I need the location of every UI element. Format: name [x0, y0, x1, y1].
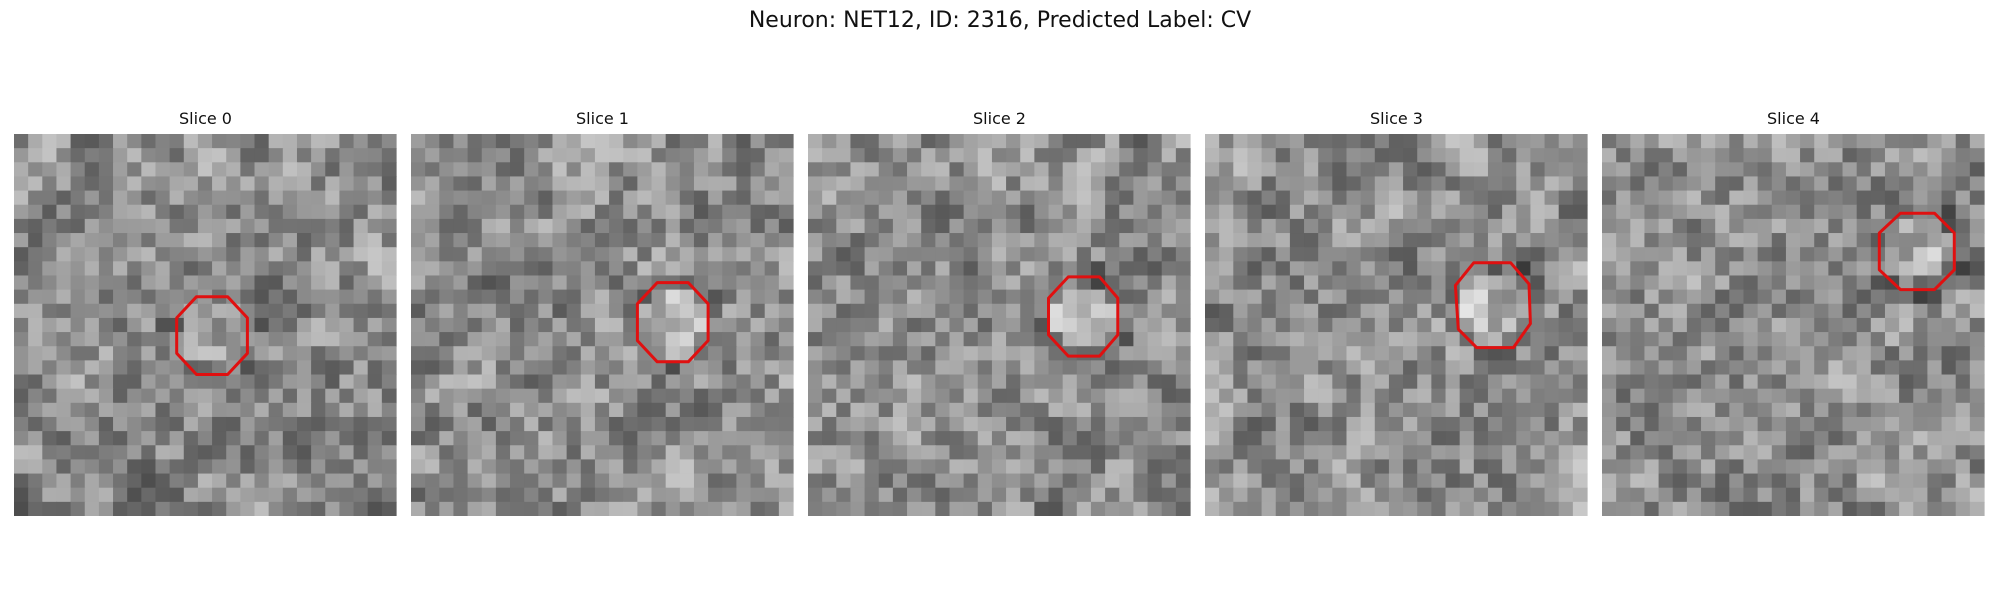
slice-title: Slice 3	[1370, 109, 1423, 128]
slice-title: Slice 1	[576, 109, 629, 128]
roi-contour	[635, 281, 710, 364]
slice-title: Slice 0	[179, 109, 232, 128]
slice-title: Slice 4	[1767, 109, 1820, 128]
slice-image-2	[808, 134, 1191, 516]
roi-contour	[1047, 275, 1120, 358]
slice-image-3	[1205, 134, 1588, 516]
slice-image-0	[14, 134, 397, 516]
slice-image-1	[411, 134, 794, 516]
slice-image-4	[1602, 134, 1985, 516]
slice-panel-0: Slice 0	[14, 108, 397, 516]
slice-title: Slice 2	[973, 109, 1026, 128]
slice-panel-1: Slice 1	[411, 108, 794, 516]
roi-contour	[175, 295, 249, 376]
slice-panel-4: Slice 4	[1602, 108, 1985, 516]
roi-contour	[1453, 261, 1532, 350]
figure-title: Neuron: NET12, ID: 2316, Predicted Label…	[748, 8, 1252, 33]
roi-contour	[1877, 211, 1956, 292]
slice-panel-2: Slice 2	[808, 108, 1191, 516]
slice-panel-3: Slice 3	[1205, 108, 1588, 516]
